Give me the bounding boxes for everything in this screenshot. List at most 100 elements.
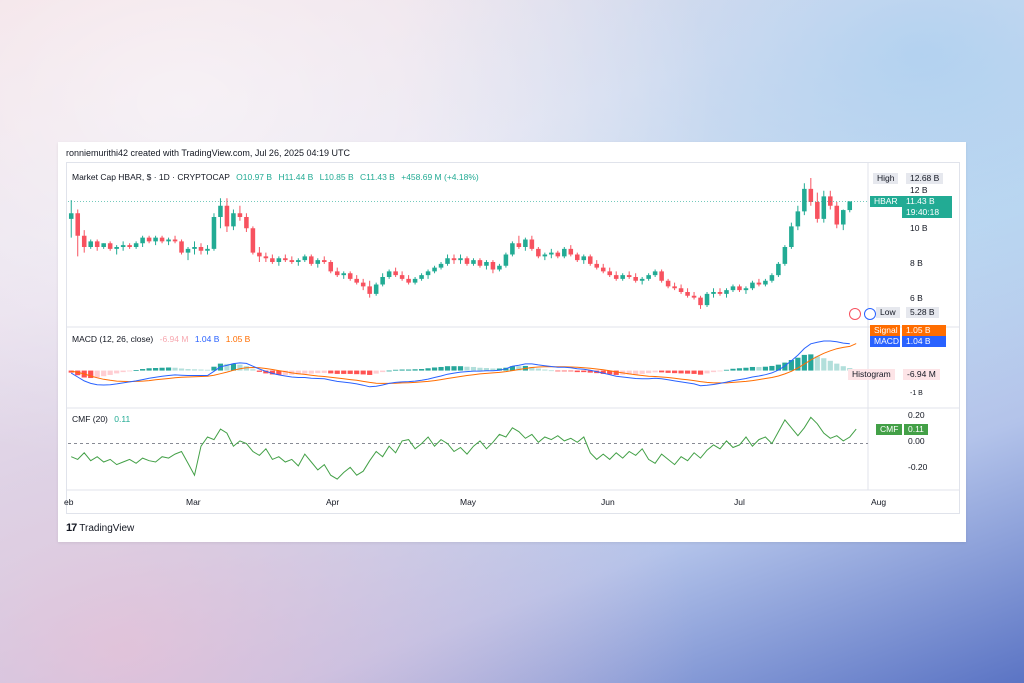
macd-histogram-bar (801, 354, 807, 371)
macd-histogram-bar (600, 370, 606, 374)
candle-body (756, 282, 762, 285)
macd-histogram-bar (380, 370, 386, 373)
macd-histogram-bar (360, 370, 366, 375)
macd-histogram-bar (723, 369, 730, 371)
macd-histogram-bar (782, 362, 788, 371)
candle-body (704, 293, 710, 306)
macd-legend-title[interactable]: MACD (12, 26, close) (72, 334, 154, 344)
tick-12b: 12 B (910, 185, 928, 195)
candle-body (503, 254, 509, 266)
candle-body (678, 288, 684, 292)
tick-10b: 10 B (910, 223, 928, 233)
macd-histogram-bar (269, 370, 275, 375)
candle-body (68, 213, 74, 219)
candle-body (185, 248, 191, 253)
price-tag: 11.43 B (902, 196, 952, 207)
candle-body (698, 297, 703, 306)
candle-body (354, 278, 359, 283)
macd-histogram-bar (490, 368, 496, 371)
macd-histogram-bar (542, 369, 548, 371)
candle-body (516, 243, 522, 247)
main-legend: Market Cap HBAR, $ · 1D · CRYPTOCAP O10.… (72, 172, 479, 182)
candle-body (542, 254, 548, 257)
legend-high: H11.44 B (278, 172, 314, 182)
candle-body (438, 263, 444, 268)
candle-body (120, 245, 126, 247)
candle-body (834, 205, 840, 225)
candle-body (250, 228, 256, 253)
candle-body (386, 271, 392, 277)
candle-body (179, 241, 184, 253)
macd-histogram-bar (237, 364, 243, 371)
macd-histogram-bar (399, 369, 405, 371)
candle-body (743, 288, 749, 291)
macd-histogram-bar (808, 354, 814, 371)
candle-body (263, 256, 269, 259)
month-mar: Mar (186, 497, 201, 507)
main-legend-title[interactable]: Market Cap HBAR, $ · 1D · CRYPTOCAP (72, 172, 230, 182)
macd-histogram-bar (652, 370, 658, 373)
candle-body (821, 196, 827, 219)
alert-icon[interactable] (864, 308, 876, 320)
candle-body (782, 247, 788, 264)
macd-histogram-bar (373, 370, 379, 374)
flag-icon[interactable] (849, 308, 861, 320)
legend-change: +458.69 M (+4.18%) (401, 172, 479, 182)
macd-histogram-bar (88, 370, 94, 379)
candle-body (594, 263, 600, 268)
candle-body (789, 226, 794, 247)
high-label: High (873, 173, 899, 184)
cmf-tick-neg020: -0.20 (908, 462, 928, 472)
macd-histogram-bar (393, 369, 399, 371)
candle-body (639, 278, 645, 281)
candle-body (847, 201, 853, 211)
candle-body (607, 271, 612, 276)
macd-histogram-bar (256, 370, 262, 372)
candle-body (646, 275, 651, 279)
macd-histogram-bar (406, 369, 412, 371)
candle-body (425, 271, 431, 276)
candle-body (633, 277, 638, 281)
candle-body (575, 254, 580, 261)
macd-histogram-bar (315, 370, 321, 374)
macd-histogram-bar (120, 370, 126, 373)
candle-body (166, 239, 171, 242)
macd-histogram-bar (133, 370, 139, 371)
candle-body (802, 188, 807, 212)
candle-body (107, 243, 113, 249)
macd-histogram-bar (535, 368, 541, 371)
candle-body (808, 188, 814, 202)
candle-body (711, 292, 716, 294)
macd-histogram-bar (347, 370, 353, 374)
macd-histogram-bar (451, 366, 457, 371)
candle-body (419, 275, 424, 279)
candle-body (192, 247, 197, 249)
candle-body (133, 243, 139, 247)
macd-histogram-bar (827, 360, 833, 371)
cmf-legend-title[interactable]: CMF (20) (72, 414, 108, 424)
candle-body (529, 239, 535, 249)
macd-histogram-bar (191, 369, 198, 371)
macd-histogram-bar (607, 370, 613, 375)
candle-body (672, 286, 677, 289)
candle-body (94, 241, 100, 247)
macd-histogram-bar (665, 370, 671, 373)
candle-body (172, 239, 178, 242)
candle-body (153, 237, 158, 242)
tradingview-logo[interactable]: 17 TradingView (66, 522, 134, 534)
candle-body (587, 256, 593, 264)
macd-histogram-bar (211, 366, 217, 371)
cmf-tag-value: 0.11 (904, 424, 928, 435)
candle-body (458, 258, 463, 261)
macd-histogram-bar (529, 366, 535, 371)
tick-8b: 8 B (910, 258, 923, 268)
chart-svg[interactable] (58, 142, 966, 542)
candle-body (81, 235, 87, 247)
macd-histogram-bar (457, 366, 464, 371)
macd-histogram-bar (101, 370, 107, 377)
candle-body (763, 280, 768, 285)
macd-histogram-bar (224, 363, 230, 371)
candle-body (198, 247, 204, 251)
macd-histogram-bar (127, 370, 133, 372)
macd-histogram-bar (795, 357, 801, 371)
